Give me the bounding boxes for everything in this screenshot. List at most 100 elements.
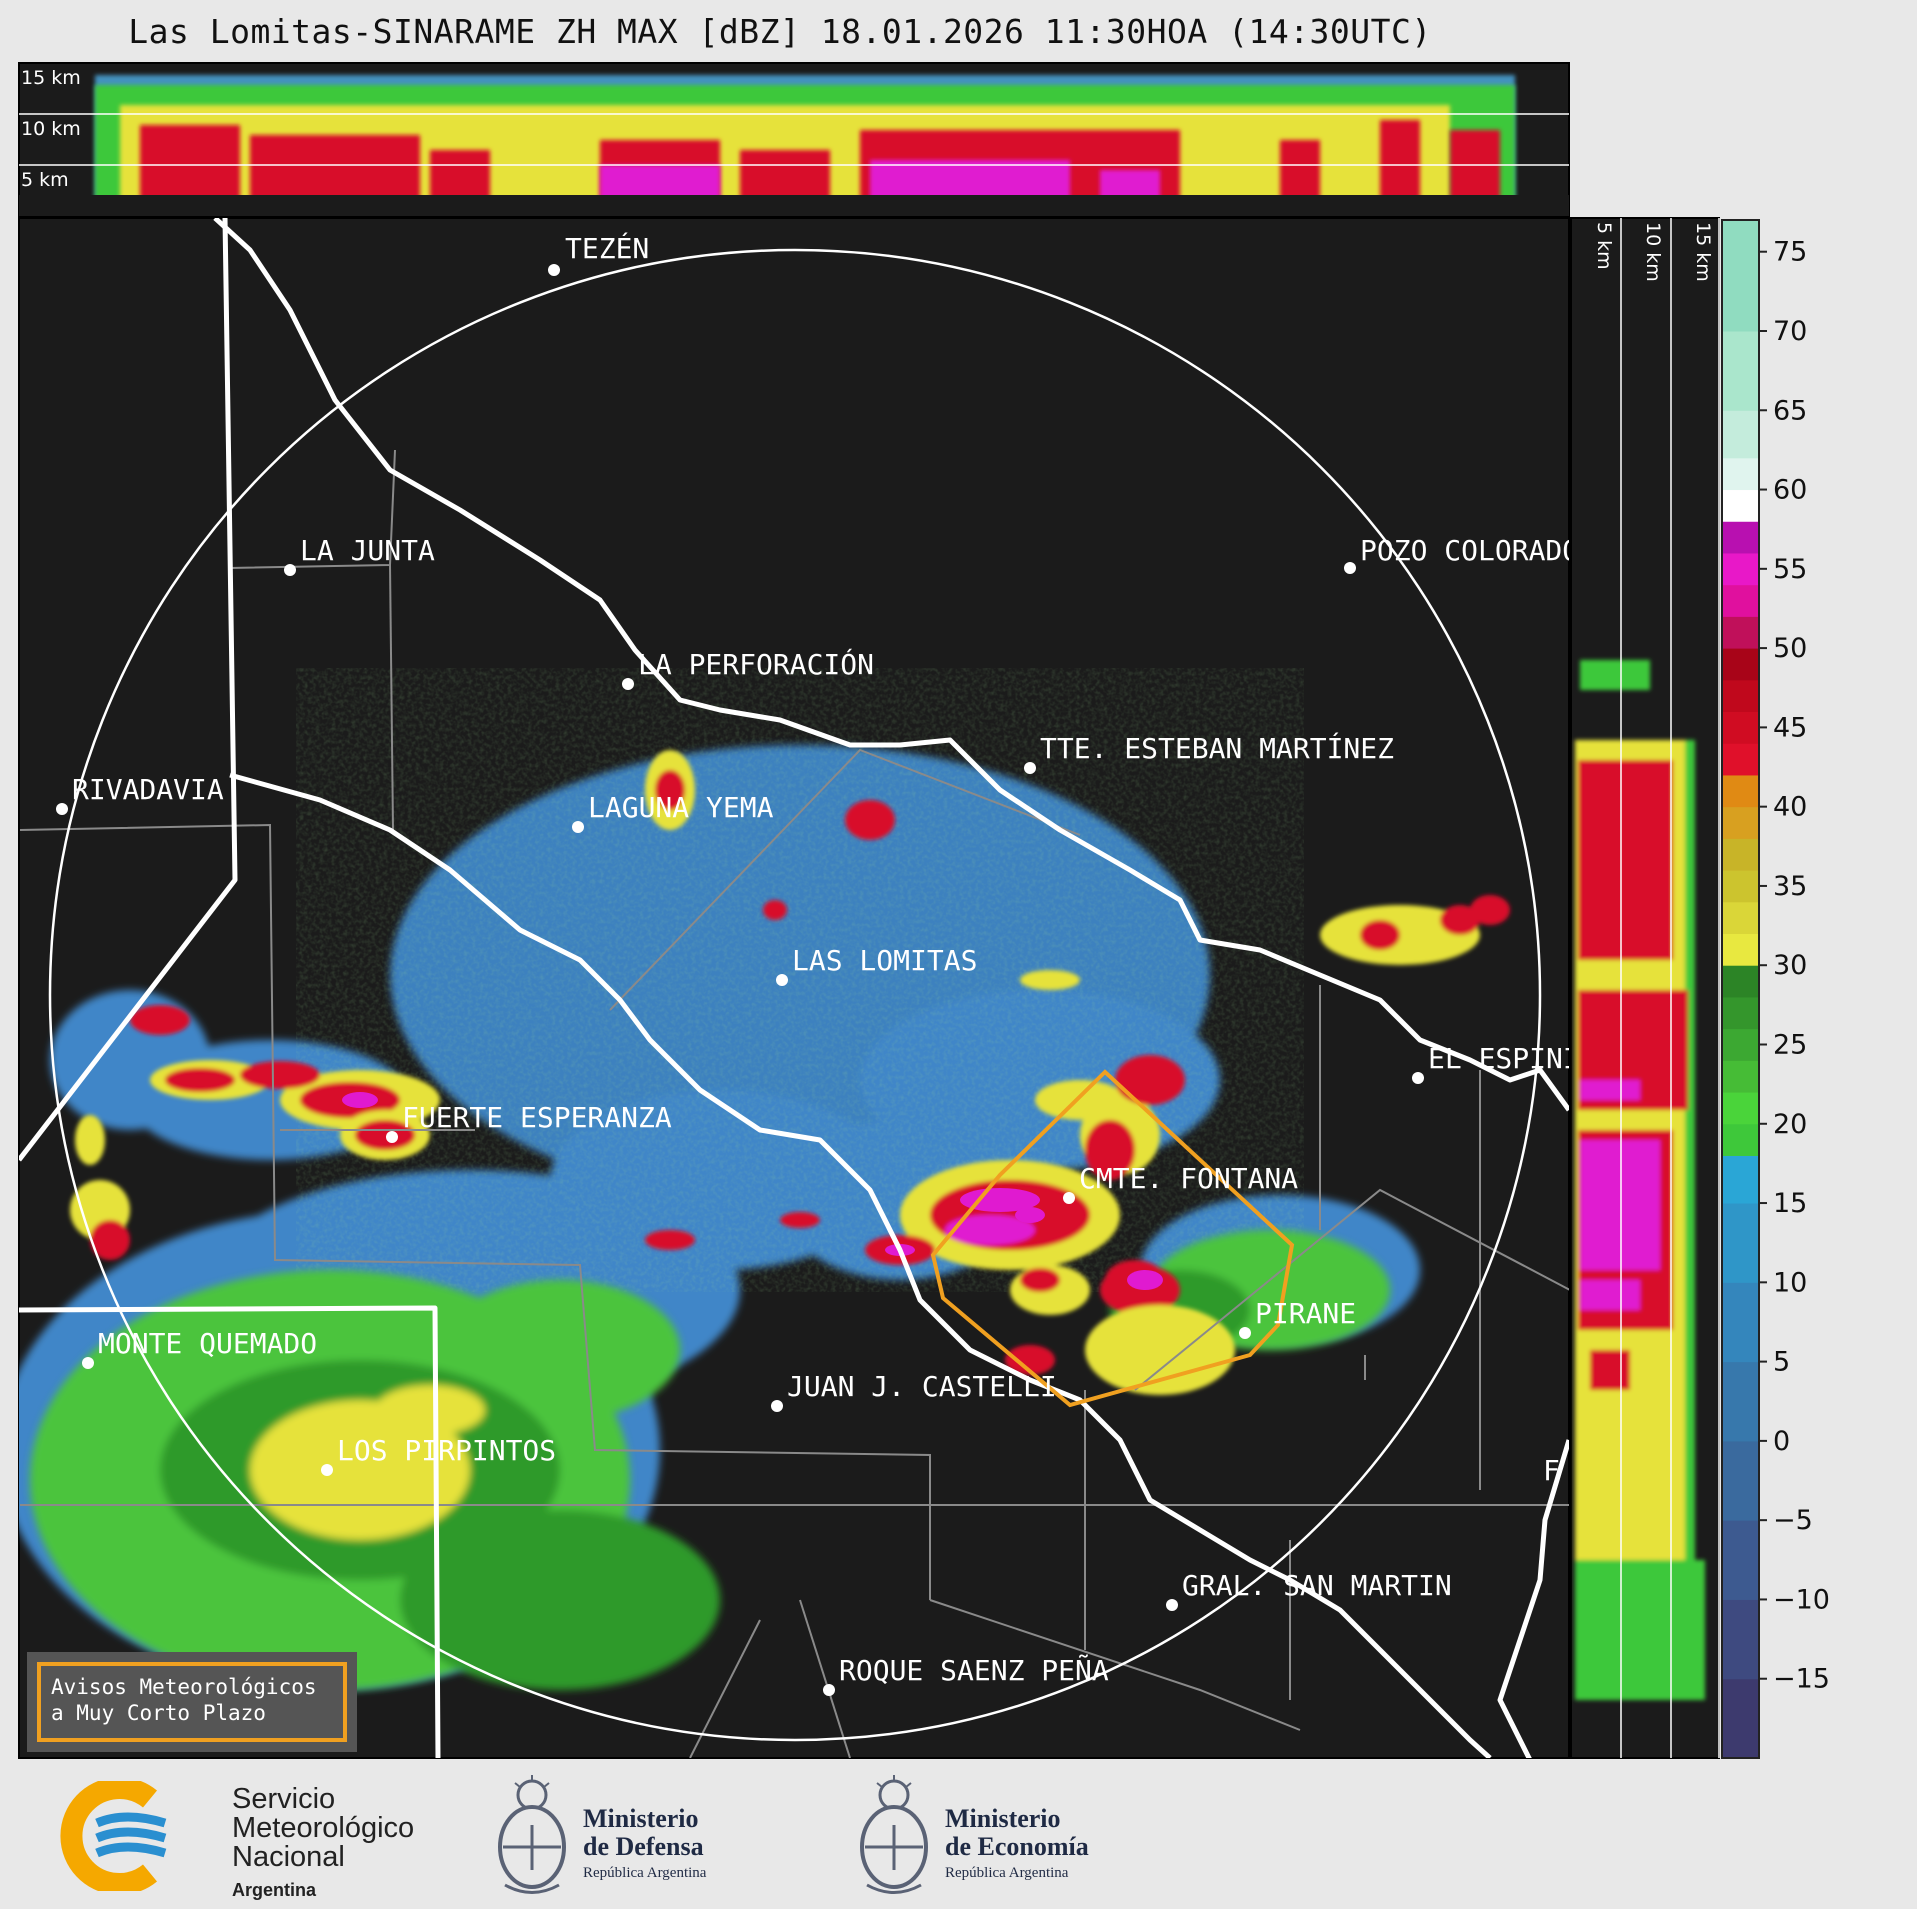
colorbar-segment bbox=[1722, 1092, 1759, 1125]
smn-country: Argentina bbox=[232, 1880, 317, 1900]
colorbar-segment bbox=[1722, 552, 1759, 586]
smn-wordmark: Servicio Meteorológico Nacional Argentin… bbox=[232, 1785, 414, 1905]
colorbar-segment bbox=[1722, 870, 1759, 903]
colorbar-segment bbox=[1722, 838, 1759, 871]
economia-sub: República Argentina bbox=[945, 1865, 1069, 1881]
colorbar-tick-label: 10 bbox=[1773, 1267, 1807, 1298]
province-borders bbox=[19, 218, 1569, 1758]
colorbar-segment bbox=[1722, 584, 1759, 617]
warning-polygon bbox=[930, 1069, 1295, 1408]
colorbar-segment bbox=[1722, 330, 1759, 411]
svg-text:TTE. ESTEBAN MARTÍNEZ: TTE. ESTEBAN MARTÍNEZ bbox=[1040, 731, 1394, 765]
colorbar-tick-label: 35 bbox=[1773, 871, 1807, 902]
colorbar-segment bbox=[1722, 648, 1759, 681]
national-shield-icon bbox=[860, 1775, 928, 1894]
top-height-panel: 15 km 10 km 5 km bbox=[18, 62, 1570, 217]
colorbar-segment bbox=[1722, 743, 1759, 776]
warning-legend-frame: Avisos Meteorológicos a Muy Corto Plazo bbox=[37, 1662, 347, 1742]
smn-emblem-icon bbox=[60, 1781, 167, 1891]
svg-text:FUERTE ESPERANZA: FUERTE ESPERANZA bbox=[402, 1101, 672, 1134]
defensa-line1: Ministerio bbox=[583, 1804, 699, 1833]
colorbar-tick-label: 5 bbox=[1773, 1347, 1790, 1378]
colorbar-tick-label: 60 bbox=[1773, 475, 1807, 506]
place-pirane: PIRANE bbox=[1239, 1297, 1356, 1339]
place-fuerte-esperanza: FUERTE ESPERANZA bbox=[386, 1101, 672, 1143]
colorbar-segment bbox=[1722, 996, 1759, 1030]
defensa-logo: Ministerio de Defensa República Argentin… bbox=[495, 1765, 755, 1909]
colorbar-segment bbox=[1722, 521, 1759, 554]
colorbar-segment bbox=[1722, 1060, 1759, 1093]
place-roque-saenz-pena: ROQUE SAENZ PEÑA bbox=[823, 1653, 1109, 1696]
place-cmte-fontana: CMTE. FONTANA bbox=[1063, 1162, 1298, 1204]
smn-line2: Meteorológico bbox=[232, 1812, 415, 1844]
smn-line1: Servicio bbox=[232, 1783, 336, 1815]
footer-logos: Servicio Meteorológico Nacional Argentin… bbox=[0, 1765, 1917, 1909]
colorbar-segment bbox=[1722, 1361, 1759, 1442]
place-gral-san-martin: GRAL. SAN MARTIN bbox=[1166, 1569, 1452, 1611]
smn-logo: Servicio Meteorológico Nacional Argentin… bbox=[55, 1765, 414, 1909]
place-la-perforacion: LA PERFORACIÓN bbox=[622, 647, 874, 690]
svg-text:F: F bbox=[1543, 1454, 1560, 1487]
smn-line3: Nacional bbox=[232, 1841, 345, 1873]
svg-text:EL ESPINILLO: EL ESPINILLO bbox=[1428, 1042, 1630, 1075]
svg-text:LAS LOMITAS: LAS LOMITAS bbox=[792, 944, 977, 977]
top-height-label-5: 5 km bbox=[21, 169, 69, 191]
place-tte-esteban-martinez: TTE. ESTEBAN MARTÍNEZ bbox=[1024, 731, 1394, 774]
colorbar-segment bbox=[1722, 901, 1759, 935]
svg-text:MONTE QUEMADO: MONTE QUEMADO bbox=[98, 1327, 317, 1360]
radar-figure: 15 km 10 km 5 km bbox=[18, 62, 1830, 1759]
colorbar-segment bbox=[1722, 220, 1759, 332]
place-cut-off-f: F bbox=[1543, 1454, 1560, 1487]
side-height-label-15: 15 km bbox=[1692, 222, 1714, 282]
colorbar-segment bbox=[1722, 616, 1759, 649]
side-panel-echoes bbox=[1575, 660, 1705, 1700]
svg-text:ROQUE SAENZ PEÑA: ROQUE SAENZ PEÑA bbox=[839, 1653, 1109, 1687]
side-height-label-5: 5 km bbox=[1593, 222, 1615, 270]
svg-text:LAGUNA YEMA: LAGUNA YEMA bbox=[588, 791, 774, 824]
svg-text:POZO COLORADO: POZO COLORADO bbox=[1360, 534, 1579, 567]
svg-text:LOS PIRPINTOS: LOS PIRPINTOS bbox=[337, 1434, 556, 1467]
colorbar-tick-label: 75 bbox=[1773, 237, 1807, 268]
place-el-espinillo: EL ESPINILLO bbox=[1412, 1042, 1630, 1084]
colorbar-segment bbox=[1722, 1155, 1759, 1204]
top-height-label-15: 15 km bbox=[21, 67, 81, 89]
warning-legend-line2: a Muy Corto Plazo bbox=[51, 1701, 266, 1725]
place-juan-j-castelli: JUAN J. CASTELLI bbox=[771, 1370, 1057, 1412]
colorbar-segment bbox=[1722, 965, 1759, 998]
warning-legend-line1: Avisos Meteorológicos bbox=[51, 1675, 317, 1699]
colorbar-tick-label: 15 bbox=[1773, 1188, 1807, 1219]
radar-range-ring bbox=[48, 248, 1542, 1742]
colorbar-tick-label: 50 bbox=[1773, 633, 1807, 664]
side-height-panel: 5 km 10 km 15 km bbox=[1570, 217, 1720, 1759]
economia-line1: Ministerio bbox=[945, 1804, 1061, 1833]
place-la-junta: LA JUNTA bbox=[284, 534, 435, 576]
colorbar-segment bbox=[1722, 774, 1759, 808]
radar-title: Las Lomitas-SINARAME ZH MAX [dBZ] 18.01.… bbox=[128, 12, 1432, 51]
defensa-sub: República Argentina bbox=[583, 1865, 707, 1881]
svg-text:LA JUNTA: LA JUNTA bbox=[300, 534, 435, 567]
colorbar-segment bbox=[1722, 1028, 1759, 1061]
svg-text:LA PERFORACIÓN: LA PERFORACIÓN bbox=[638, 647, 874, 681]
place-laguna-yema: LAGUNA YEMA bbox=[572, 791, 774, 833]
colorbar-segment bbox=[1722, 679, 1759, 713]
colorbar-tick-label: 45 bbox=[1773, 712, 1807, 743]
colorbar-segment bbox=[1722, 806, 1759, 839]
colorbar-tick-label: 25 bbox=[1773, 1029, 1807, 1060]
colorbar-tick-label: 40 bbox=[1773, 792, 1807, 823]
reflectivity-echoes bbox=[19, 720, 1510, 1690]
colorbar-segment bbox=[1722, 1440, 1759, 1521]
colorbar-segment bbox=[1722, 711, 1759, 744]
radar-map: TEZÉN LA JUNTA POZO COLORADO LA PERFORAC… bbox=[18, 217, 1630, 1759]
colorbar-tick-label: −10 bbox=[1773, 1584, 1830, 1615]
side-height-label-10: 10 km bbox=[1642, 222, 1664, 282]
top-height-label-10: 10 km bbox=[21, 118, 81, 140]
top-panel-echoes bbox=[19, 75, 1569, 216]
colorbar-segment bbox=[1722, 1282, 1759, 1363]
colorbar-tick-label: 30 bbox=[1773, 950, 1807, 981]
place-pozo-colorado: POZO COLORADO bbox=[1344, 534, 1579, 574]
colorbar-segment bbox=[1722, 1520, 1759, 1600]
warning-legend-box: Avisos Meteorológicos a Muy Corto Plazo bbox=[27, 1652, 357, 1752]
